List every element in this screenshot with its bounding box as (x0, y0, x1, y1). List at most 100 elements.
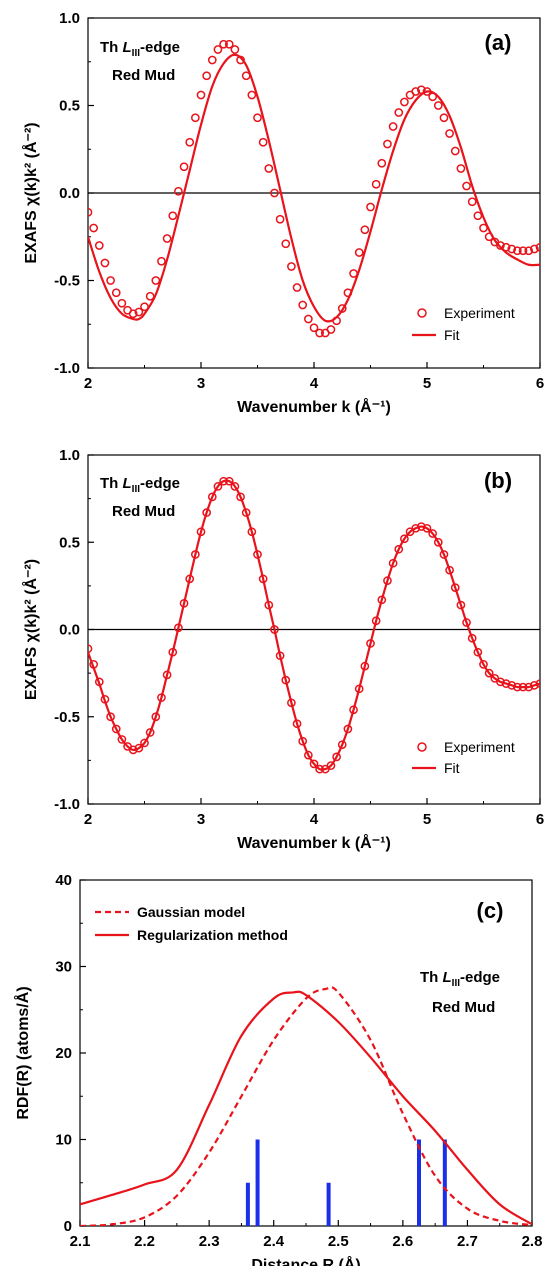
experiment-point (366, 202, 375, 212)
experiment-point (400, 534, 409, 544)
coordination-bar (245, 1182, 250, 1226)
experiment-point (456, 164, 466, 173)
experiment-point (332, 752, 341, 762)
experiment-point (473, 647, 483, 657)
experiment-point (428, 529, 437, 538)
experiment-point (145, 291, 155, 301)
experiment-point (513, 246, 522, 256)
experiment-point (450, 146, 460, 156)
experiment-point (213, 45, 223, 54)
fit-line (88, 53, 540, 323)
experiment-point (467, 197, 477, 207)
coordination-bar (326, 1182, 331, 1226)
gaussian-model-line (80, 986, 532, 1226)
experiment-point (518, 246, 528, 256)
x-tick-label: 2 (84, 811, 92, 828)
y-axis-title: RDF(R) (atoms/Å) (13, 986, 32, 1119)
experiment-point (287, 262, 296, 271)
experiment-point (275, 214, 285, 224)
experiment-point (479, 660, 488, 669)
legend-label: Gaussian model (137, 904, 245, 920)
experiment-point (134, 743, 144, 753)
legend-label: Fit (444, 760, 460, 776)
coordination-bar (255, 1139, 260, 1226)
experiment-point (106, 276, 115, 285)
y-tick-label: -1.0 (54, 360, 80, 377)
experiment-point (360, 225, 370, 235)
y-tick-label: 20 (55, 1045, 72, 1062)
x-tick-label: 4 (310, 811, 319, 828)
experiment-point (157, 256, 166, 266)
experiment-point (337, 740, 347, 750)
experiment-point (400, 97, 409, 107)
x-tick-label: 2.1 (70, 1233, 91, 1250)
experiment-point (111, 724, 121, 734)
experiment-point (456, 600, 466, 610)
experiment-point (140, 738, 149, 748)
experiment-point (422, 523, 432, 533)
experiment-point (315, 328, 324, 338)
experiment-point (94, 241, 104, 250)
experiment-point (484, 668, 494, 678)
legend-marker-circle (417, 742, 427, 752)
experiment-point (462, 181, 471, 191)
x-tick-label: 2.6 (392, 1233, 413, 1250)
experiment-point (309, 323, 319, 333)
plot-area (80, 986, 532, 1226)
experiment-point (128, 309, 138, 319)
experiment-point (439, 550, 449, 559)
y-tick-label: 0 (64, 1218, 72, 1235)
x-tick-label: 5 (423, 375, 431, 392)
experiment-point (462, 618, 471, 627)
x-tick-label: 3 (197, 811, 205, 828)
experiment-point (174, 186, 183, 196)
experiment-point (496, 241, 505, 250)
experiment-point (162, 234, 172, 243)
experiment-point (264, 164, 274, 173)
experiment-point (134, 307, 144, 317)
experiment-point (496, 677, 505, 687)
regularization-method-line (80, 990, 532, 1226)
x-axis-title: Wavenumber k (Å⁻¹) (237, 833, 391, 852)
experiment-point (88, 207, 93, 217)
chart-panel-1: 2 3 4 5 6 -1.0 -0.5 0.0 0.5 1.0 Wavenumber k (Å⁻¹)… (21, 447, 544, 852)
experiment-point (394, 108, 404, 117)
plot-area (88, 39, 540, 338)
experiment-point (377, 158, 387, 168)
experiment-point (388, 122, 398, 131)
experiment-point (236, 492, 245, 502)
legend: Experiment Fit (412, 305, 515, 343)
legend-marker-circle (417, 308, 427, 318)
legend-label: Regularization method (137, 927, 288, 943)
x-tick-label: 2.7 (457, 1233, 478, 1250)
fit-line (88, 479, 540, 771)
experiment-point (433, 101, 443, 110)
experiment-point (270, 188, 279, 198)
experiment-point (411, 523, 421, 533)
experiment-point (191, 113, 200, 123)
experiment-point (207, 55, 217, 65)
experiment-point (151, 276, 161, 285)
y-tick-label: -0.5 (54, 273, 80, 290)
experiment-point (388, 558, 398, 568)
y-tick-label: 0.0 (59, 185, 80, 202)
experiment-point (145, 728, 155, 737)
experiment-point (168, 211, 178, 221)
experiment-point (117, 735, 127, 744)
y-tick-label: 40 (55, 872, 72, 889)
experiment-point (445, 565, 454, 575)
experiment-point (213, 482, 223, 491)
y-tick-label: 0.0 (59, 622, 80, 639)
experiment-point (298, 300, 308, 310)
experiment-point (535, 242, 540, 252)
chart-panel-2: 2.1 2.2 2.3 2.4 2.5 2.6 2.7 2.8 0 10 20 30 40 Distanc… (13, 872, 542, 1266)
edge-annotation: Th LIII-edge (100, 39, 180, 59)
edge-annotation: Th LIII-edge (100, 475, 180, 495)
experiment-point (111, 288, 121, 298)
y-tick-label: 1.0 (59, 10, 80, 27)
experiment-point (258, 137, 268, 147)
sample-annotation: Red Mud (432, 999, 495, 1016)
edge-annotation: Th LIII-edge (420, 969, 500, 989)
experiment-point (230, 45, 240, 54)
